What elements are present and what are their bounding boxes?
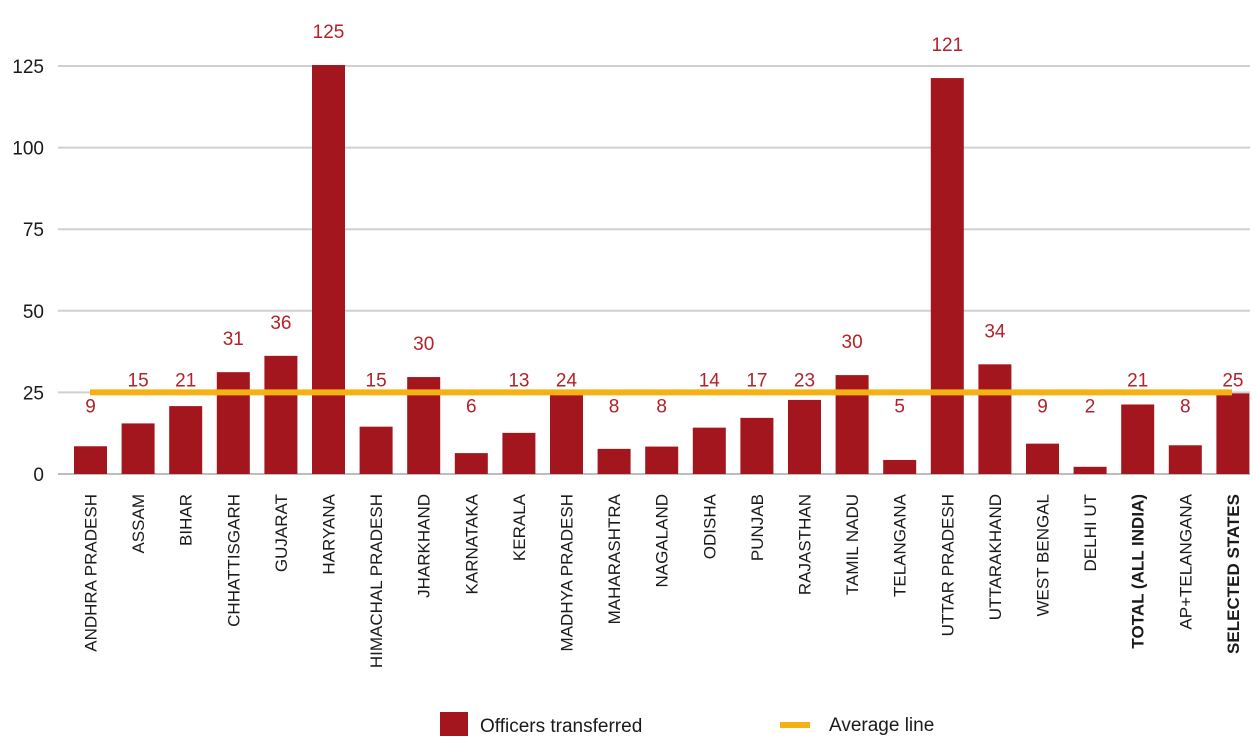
bar bbox=[788, 399, 821, 474]
category-label: GUJARAT bbox=[272, 494, 291, 572]
category-label: TOTAL (ALL INDIA) bbox=[1129, 494, 1148, 649]
y-tick-label: 0 bbox=[33, 465, 44, 486]
data-label: 30 bbox=[413, 334, 434, 355]
data-label: 36 bbox=[270, 313, 291, 334]
category-label: ODISHA bbox=[700, 493, 719, 559]
category-labels: ANDHRA PRADESH ASSAM BIHAR CHHATTISGARH GUJA… bbox=[82, 493, 1243, 668]
bar bbox=[1168, 445, 1202, 474]
category-label: HARYANA bbox=[320, 493, 339, 574]
category-label: DELHI UT bbox=[1081, 494, 1100, 571]
bar bbox=[1026, 443, 1059, 474]
data-label: 21 bbox=[1127, 370, 1148, 391]
data-label: 15 bbox=[128, 370, 149, 391]
category-label: ASSAM bbox=[129, 494, 148, 554]
y-tick-label: 125 bbox=[12, 57, 44, 78]
bar bbox=[597, 448, 631, 474]
bar bbox=[312, 65, 345, 474]
data-label: 121 bbox=[931, 35, 963, 56]
category-label: MADHYA PRADESH bbox=[558, 494, 577, 651]
category-label: SELECTED STATES bbox=[1224, 494, 1243, 654]
data-label: 34 bbox=[984, 321, 1006, 342]
data-label: 8 bbox=[656, 396, 667, 417]
data-labels: 9 15 21 31 36 125 15 30 6 13 24 8 8 14 17 23 30 5 121 34 9 2 2… bbox=[85, 22, 1243, 417]
bar bbox=[454, 453, 488, 474]
data-label: 25 bbox=[1222, 370, 1243, 391]
category-label: UTTAR PRADESH bbox=[938, 494, 957, 636]
bars bbox=[74, 65, 1250, 475]
category-label: JHARKHAND bbox=[415, 494, 434, 598]
bar bbox=[169, 406, 203, 474]
bar bbox=[930, 78, 964, 475]
category-label: HIMACHAL PRADESH bbox=[367, 494, 386, 668]
bar bbox=[121, 423, 155, 474]
bar bbox=[692, 427, 726, 474]
data-label: 8 bbox=[609, 396, 620, 417]
bar bbox=[883, 459, 917, 474]
legend-swatch-officers bbox=[440, 712, 468, 736]
bar bbox=[216, 372, 250, 474]
category-label: CHHATTISGARH bbox=[224, 494, 243, 627]
bar bbox=[550, 394, 583, 474]
legend-label-average: Average line bbox=[829, 715, 934, 736]
category-label: AP+TELANGANA bbox=[1176, 493, 1195, 629]
y-axis-ticks: 0 25 50 75 100 125 bbox=[12, 57, 44, 486]
bar bbox=[1073, 466, 1107, 474]
data-label: 9 bbox=[1037, 396, 1048, 417]
category-label: RAJASTHAN bbox=[796, 494, 815, 595]
data-label: 15 bbox=[366, 370, 387, 391]
data-label: 13 bbox=[508, 370, 529, 391]
bar bbox=[1216, 393, 1250, 474]
bar bbox=[264, 355, 298, 474]
data-label: 24 bbox=[556, 370, 578, 391]
y-tick-label: 25 bbox=[23, 383, 44, 404]
category-label: MAHARASHTRA bbox=[605, 493, 624, 624]
bar bbox=[1121, 404, 1155, 474]
data-label: 17 bbox=[746, 370, 767, 391]
y-tick-label: 75 bbox=[23, 220, 44, 241]
bar bbox=[74, 446, 107, 474]
y-tick-label: 50 bbox=[23, 302, 44, 323]
data-label: 23 bbox=[794, 370, 815, 391]
data-label: 125 bbox=[313, 22, 345, 43]
bar bbox=[359, 426, 393, 474]
data-label: 9 bbox=[85, 396, 96, 417]
bar bbox=[502, 432, 536, 474]
category-label: KERALA bbox=[510, 493, 529, 561]
data-label: 14 bbox=[699, 370, 721, 391]
y-tick-label: 100 bbox=[12, 139, 44, 160]
data-label: 5 bbox=[894, 396, 905, 417]
bar bbox=[978, 364, 1012, 474]
legend-swatch-average bbox=[780, 722, 810, 728]
bar bbox=[645, 446, 679, 474]
category-label: ANDHRA PRADESH bbox=[82, 494, 101, 652]
category-label: BIHAR bbox=[177, 494, 196, 546]
legend-label-officers: Officers transferred bbox=[480, 716, 642, 737]
legend: Officers transferred Average line bbox=[440, 712, 934, 737]
data-label: 8 bbox=[1180, 396, 1191, 417]
category-label: WEST BENGAL bbox=[1034, 494, 1053, 617]
data-label: 6 bbox=[466, 396, 477, 417]
category-label: TELANGANA bbox=[891, 493, 910, 597]
category-label: UTTARAKHAND bbox=[986, 494, 1005, 620]
data-label: 21 bbox=[175, 370, 196, 391]
data-label: 30 bbox=[842, 332, 863, 353]
category-label: KARNATAKA bbox=[462, 493, 481, 594]
category-label: TAMIL NADU bbox=[843, 494, 862, 595]
category-label: PUNJAB bbox=[748, 494, 767, 561]
category-label: NAGALAND bbox=[653, 494, 672, 588]
bar bbox=[740, 417, 774, 474]
data-label: 2 bbox=[1085, 396, 1096, 417]
data-label: 31 bbox=[223, 329, 244, 350]
